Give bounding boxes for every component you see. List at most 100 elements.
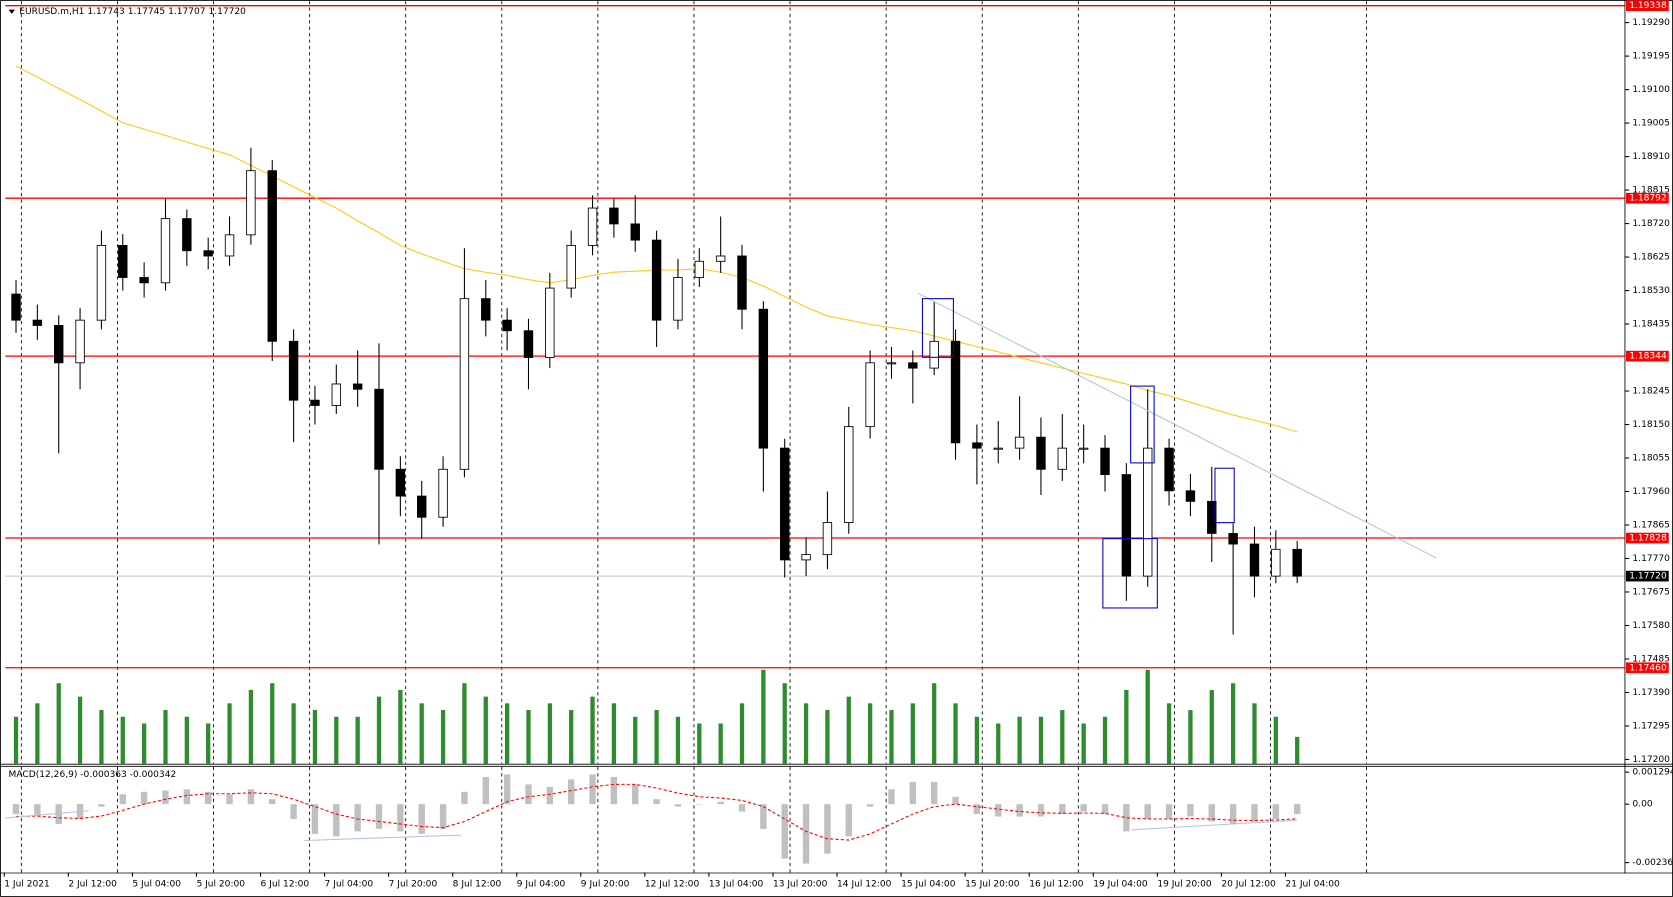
y-tick-label: 1.17675 [1632, 587, 1670, 597]
volume-bar [1188, 710, 1193, 764]
candle-body [1121, 474, 1132, 577]
macd-histogram-bar [760, 804, 767, 829]
macd-histogram-bar [525, 784, 532, 805]
volume-bar [312, 710, 318, 764]
macd-histogram-bar [418, 804, 425, 834]
volume-bar [1252, 703, 1257, 764]
level-tag [1626, 192, 1669, 204]
volume-bar [782, 683, 787, 764]
macd-histogram-bar [674, 804, 682, 807]
volume-bar [56, 683, 61, 764]
macd-histogram-bar [34, 804, 41, 816]
macd-histogram-bar [1187, 804, 1194, 817]
volume-bar [1124, 689, 1129, 764]
macd-histogram-bar [909, 781, 917, 805]
volume-bar [291, 703, 296, 764]
macd-histogram-bar [482, 776, 489, 805]
level-label: 1.18792 [1629, 194, 1667, 204]
price-label: 1.17720 [1629, 572, 1667, 582]
volume-bar [35, 703, 40, 764]
macd-histogram-bar [653, 799, 660, 805]
volume-bar [889, 710, 894, 764]
macd-histogram-bar [269, 799, 276, 805]
macd-histogram-bar [204, 791, 212, 805]
macd-signal-line [16, 783, 1298, 841]
day-separators [20, 1, 1368, 873]
y-tick-label: 1.19290 [1632, 18, 1670, 28]
macd-histogram-bar [995, 804, 1002, 817]
macd-histogram-bar [226, 794, 233, 805]
macd-histogram-bar [162, 790, 169, 805]
candle-body [1014, 436, 1025, 449]
y-tick-label: 1.18910 [1632, 152, 1670, 162]
candle-body [950, 340, 961, 444]
macd-trend-line [5, 810, 89, 819]
x-tick-label: 6 Jul 12:00 [261, 880, 310, 890]
macd-histogram-bar [738, 804, 746, 812]
macd-histogram-bar [973, 804, 981, 815]
volume-bar [996, 723, 1001, 764]
y-tick-label: 1.18720 [1632, 219, 1670, 229]
macd-histogram-bar [1037, 804, 1045, 817]
volume-bar [1102, 716, 1108, 764]
chart-layer [5, 5, 1625, 864]
x-tick-label: 9 Jul 20:00 [581, 880, 630, 890]
volume-bar [1209, 689, 1214, 764]
candle-body [267, 170, 277, 342]
candle-body [96, 244, 107, 321]
macd-histogram-bar [952, 796, 959, 805]
macd-histogram-bar [632, 784, 639, 805]
volume-bar [141, 723, 147, 764]
volume-bar [675, 716, 681, 764]
y-tick-label: 1.17580 [1632, 621, 1670, 631]
macd-histogram-bar [781, 804, 788, 859]
volume-bar [547, 703, 552, 764]
volume-bar [654, 710, 659, 764]
macd-histogram-bar [311, 804, 319, 834]
volume-bar [953, 703, 958, 764]
volume-bar [846, 696, 851, 764]
box-annotation [1102, 538, 1158, 609]
volume-bar [120, 716, 125, 764]
volume-bar [569, 710, 574, 764]
volume-bar [718, 723, 723, 764]
candle-body [139, 277, 149, 284]
volume-bar [483, 696, 488, 764]
macd-histogram-bar [1165, 804, 1173, 820]
volume-bar [504, 703, 510, 764]
macd-histogram-bar [1208, 804, 1215, 822]
candle-body [203, 250, 213, 257]
trend-line [917, 292, 1437, 559]
candle-body [1143, 447, 1153, 577]
macd-histogram-bar [98, 804, 105, 807]
volume-bar [1230, 683, 1236, 764]
macd-histogram-bar [439, 804, 447, 829]
volume-bar [974, 716, 980, 764]
candle-body [651, 239, 662, 321]
candle-body [822, 522, 833, 556]
volume-bar [633, 716, 638, 764]
candle-body [481, 298, 491, 321]
candle-body [288, 340, 299, 401]
symbol-menu-icon[interactable] [8, 9, 15, 14]
box-annotation [1130, 385, 1155, 464]
macd-histogram-bar [354, 804, 361, 832]
y-tick-label: 1.18815 [1632, 186, 1670, 196]
x-tick-label: 2 Jul 12:00 [68, 880, 117, 890]
candle-body [523, 330, 534, 358]
level-label: 1.19338 [1629, 1, 1667, 11]
macd-histogram-bar [610, 776, 618, 805]
volume-bar [99, 710, 104, 764]
y-tick-label: 1.17295 [1632, 721, 1670, 731]
candle-body [1100, 447, 1110, 476]
macd-trend-line [1131, 819, 1298, 831]
candle-body [694, 260, 705, 278]
macd-histogram-bar [247, 789, 255, 805]
candle-body [780, 447, 790, 561]
x-tick-label: 13 Jul 20:00 [773, 880, 828, 890]
macd-histogram-bar [12, 804, 20, 815]
candle-body [993, 447, 1003, 450]
y-tick-label: 1.17770 [1632, 554, 1670, 564]
